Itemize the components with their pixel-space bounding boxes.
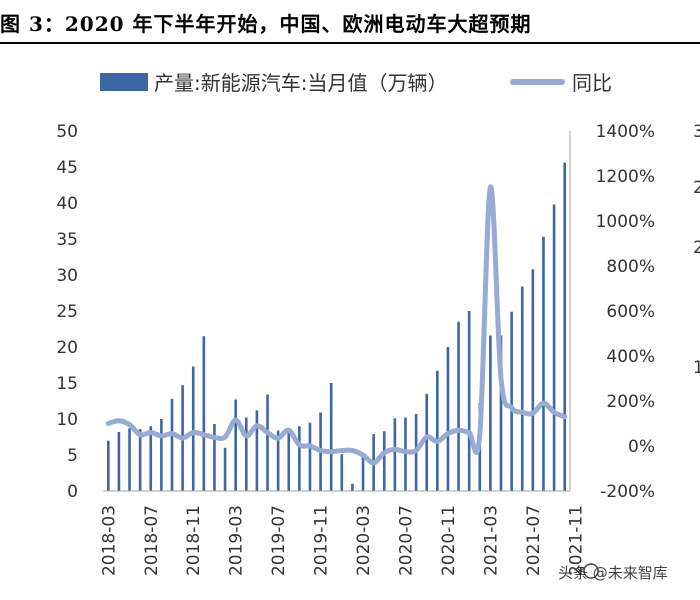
bar — [117, 431, 121, 491]
bar — [563, 162, 566, 491]
bar — [531, 269, 535, 491]
bar — [255, 410, 259, 491]
x-tick-label: 2019-11 — [312, 505, 332, 576]
bar — [489, 335, 492, 491]
watermark: 头条 @未来智库 — [558, 563, 668, 582]
right-tick-label: 600% — [606, 302, 655, 322]
bar — [128, 428, 131, 491]
bar — [149, 426, 153, 491]
far-right-tick-label: 2 — [693, 238, 700, 258]
bar — [160, 419, 163, 491]
bar — [520, 286, 524, 491]
left-tick-label: 0 — [67, 482, 78, 502]
left-tick-label: 45 — [56, 158, 78, 178]
x-tick-label: 2019-03 — [227, 505, 247, 576]
bar — [404, 417, 407, 491]
bar — [244, 417, 248, 491]
watermark-logo-icon — [583, 563, 599, 579]
bar — [138, 429, 142, 491]
bar — [107, 440, 110, 491]
bar — [234, 399, 237, 491]
left-tick-label: 50 — [56, 122, 78, 142]
bar — [202, 336, 206, 491]
bar — [393, 418, 397, 491]
left-tick-label: 10 — [56, 410, 78, 430]
bar — [467, 311, 471, 491]
line-series — [105, 184, 568, 466]
right-tick-label: 0% — [628, 437, 655, 457]
x-tick-label: 2020-03 — [354, 505, 374, 576]
x-tick-label: 2018-11 — [184, 505, 204, 576]
legend-bar-label: 产量:新能源汽车:当月值（万辆） — [154, 71, 447, 95]
bar — [436, 370, 439, 491]
x-tick-label: 2021-07 — [524, 505, 544, 576]
bar — [382, 431, 386, 491]
yoy-line — [105, 184, 568, 466]
x-tick-label: 2020-07 — [396, 505, 416, 576]
far-right-axis: 3 2 2 1 — [693, 122, 700, 378]
legend: 产量:新能源汽车:当月值（万辆） 同比 — [100, 71, 612, 95]
left-tick-label: 30 — [56, 266, 78, 286]
bar — [542, 236, 545, 491]
bar — [276, 430, 280, 491]
watermark-text: 头条 @未来智库 — [558, 564, 668, 582]
right-axis: -200% 0% 200% 400% 600% 800% 1000% 1200% 1400% — [569, 122, 655, 502]
left-tick-label: 5 — [67, 446, 78, 466]
bar — [510, 311, 513, 491]
left-tick-label: 25 — [56, 302, 78, 322]
far-right-tick-label: 1 — [693, 358, 700, 378]
right-tick-label: 200% — [606, 392, 655, 412]
bar — [425, 393, 429, 491]
x-tick-label: 2020-11 — [439, 505, 459, 576]
right-tick-label: 800% — [606, 257, 655, 277]
bar — [351, 483, 354, 491]
chart-title: 图 3：2020 年下半年开始，中国、欧洲电动车大超预期 — [0, 12, 532, 36]
bar — [308, 422, 312, 491]
left-axis: 0 5 10 15 20 25 30 35 40 45 50 — [56, 122, 78, 502]
left-tick-label: 40 — [56, 194, 78, 214]
legend-bar-swatch — [100, 73, 148, 91]
bar — [329, 383, 333, 491]
x-tick-label: 2019-07 — [269, 505, 289, 576]
right-tick-label: 1400% — [596, 122, 655, 142]
x-tick-label: 2021-11 — [566, 505, 586, 576]
bar — [499, 335, 503, 491]
bar — [213, 424, 216, 491]
legend-line-label: 同比 — [572, 71, 612, 95]
bar — [223, 447, 227, 491]
bar — [170, 398, 174, 491]
x-tick-label: 2018-07 — [142, 505, 162, 576]
bar — [446, 347, 450, 491]
header-bar: 图 3：2020 年下半年开始，中国、欧洲电动车大超预期 — [0, 0, 700, 44]
far-right-tick-label: 3 — [693, 122, 700, 142]
x-axis: 2018-03 2018-07 2018-11 2019-03 2019-07 2019-… — [99, 490, 586, 576]
right-tick-label: -200% — [600, 482, 655, 502]
bar — [298, 426, 301, 491]
right-tick-label: 1000% — [596, 212, 655, 232]
bar — [457, 321, 460, 491]
left-tick-label: 15 — [56, 374, 78, 394]
x-tick-label: 2018-03 — [99, 505, 119, 576]
bar — [287, 428, 291, 491]
right-tick-label: 1200% — [596, 167, 655, 187]
far-right-tick-label: 2 — [693, 178, 700, 198]
x-tick-label: 2021-03 — [481, 505, 501, 576]
left-tick-label: 35 — [56, 230, 78, 250]
bar — [191, 366, 195, 491]
bar — [361, 455, 365, 491]
left-tick-label: 20 — [56, 338, 78, 358]
bar — [340, 454, 344, 491]
bar — [552, 204, 556, 491]
right-tick-label: 400% — [606, 347, 655, 367]
bar — [266, 394, 269, 491]
